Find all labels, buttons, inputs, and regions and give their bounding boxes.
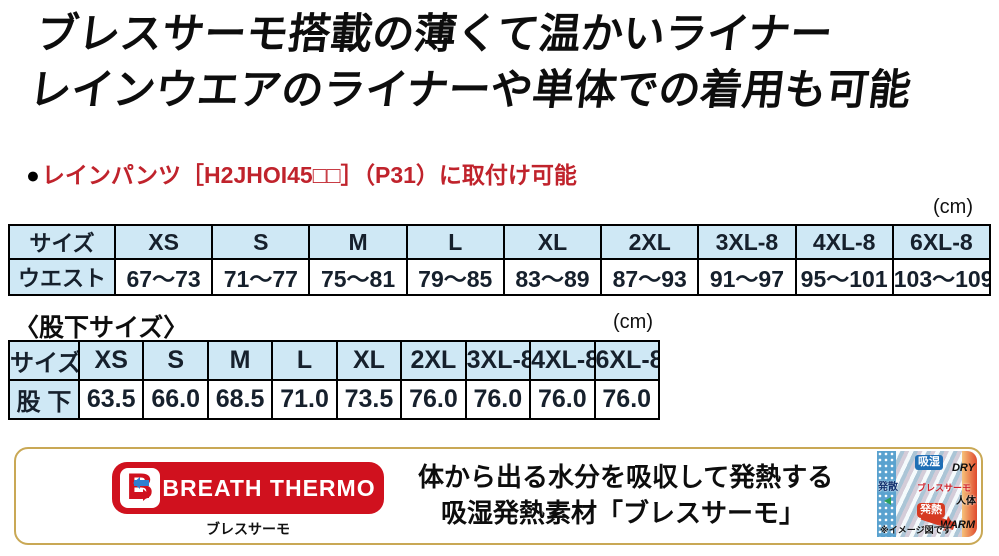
moisture-in-arrow-icon — [133, 477, 149, 489]
waist-value-s: 71〜77 — [211, 258, 311, 296]
size-col-3xl8: 3XL-8 — [697, 224, 797, 260]
inseam-col-4xl8: 4XL-8 — [529, 340, 596, 381]
diagram-label-body: 人体 — [956, 496, 976, 507]
inseam-size-table-header-row: サイズ XS S M L XL 2XL 3XL-8 4XL-8 6XL-8 — [8, 340, 660, 381]
inseam-col-3xl8: 3XL-8 — [464, 340, 532, 381]
waist-value-4xl8: 95〜101 — [794, 258, 894, 296]
waist-value-3xl8: 91〜97 — [697, 258, 797, 296]
size-col-m: M — [308, 224, 408, 260]
compatibility-note: ●レインパンツ［H2JHOI45□□］（P31）に取付け可能 — [26, 156, 577, 190]
description-line1: 体から出る水分を吸収して発熱する — [418, 462, 834, 492]
breath-thermo-description: 体から出る水分を吸収して発熱する 吸湿発熱素材「ブレスサーモ」 — [418, 459, 834, 531]
diagram-label-dry: DRY — [951, 462, 975, 474]
compatibility-note-text: レインパンツ［H2JHOI45□□］（P31）に取付け可能 — [41, 162, 577, 188]
diagram-body-layer — [962, 451, 977, 537]
breath-thermo-logo: B BREATH THERMO — [112, 462, 384, 514]
inseam-value-6xl8: 76.0 — [593, 379, 660, 420]
waist-size-table-header-row: サイズ XS S M L XL 2XL 3XL-8 4XL-8 6XL-8 — [8, 224, 992, 260]
size-col-4xl8: 4XL-8 — [794, 224, 894, 260]
unit-label-cm-waist: (cm) — [933, 196, 973, 218]
waist-values-row: ウエスト 67〜73 71〜77 75〜81 79〜85 83〜89 87〜93… — [8, 258, 992, 296]
waist-value-xl: 83〜89 — [502, 258, 603, 296]
inseam-col-6xl8: 6XL-8 — [593, 340, 660, 381]
inseam-value-2xl: 76.0 — [400, 379, 467, 420]
page-title: ブレスサーモ搭載の薄くて温かいライナー レインウエアのライナーや単体での着用も可… — [26, 6, 990, 118]
waist-value-2xl: 87〜93 — [600, 258, 700, 296]
waist-value-m: 75〜81 — [308, 258, 408, 296]
size-col-xl: XL — [502, 224, 603, 260]
diagram-outer-air-layer — [877, 451, 896, 537]
inseam-value-3xl8: 76.0 — [464, 379, 532, 420]
diagram-label-warm: WARM — [940, 519, 975, 531]
diagram-label-breath-thermo: ブレスサーモ — [917, 483, 972, 493]
waist-value-l: 79〜85 — [405, 258, 505, 296]
inseam-row-label: 股 下 — [8, 379, 80, 420]
inseam-value-4xl8: 76.0 — [529, 379, 596, 420]
size-col-s: S — [211, 224, 311, 260]
inseam-values-row: 股 下 63.5 66.0 68.5 71.0 73.5 76.0 76.0 7… — [8, 379, 660, 420]
inseam-col-2xl: 2XL — [400, 340, 467, 381]
waist-value-6xl8: 103〜109 — [891, 258, 992, 296]
inseam-col-xl: XL — [335, 340, 403, 381]
size-col-2xl: 2XL — [600, 224, 700, 260]
size-col-l: L — [405, 224, 505, 260]
inseam-section-title: 〈股下サイズ〉 — [14, 314, 189, 342]
heat-out-arrow-icon — [134, 489, 150, 501]
inseam-size-table: サイズ XS S M L XL 2XL 3XL-8 4XL-8 6XL-8 股 … — [8, 340, 660, 420]
breath-thermo-logo-subtitle: ブレスサーモ — [206, 521, 290, 537]
breath-thermo-banner: B BREATH THERMO ブレスサーモ 体から出る水分を吸収して発熱する … — [14, 447, 983, 545]
diagram-label-release: 発散 — [878, 482, 898, 493]
inseam-size-header-cell: サイズ — [8, 340, 80, 381]
inseam-col-m: M — [206, 340, 274, 381]
page-title-line1: ブレスサーモ搭載の薄くて温かいライナー — [33, 10, 836, 57]
release-arrow-icon — [880, 497, 891, 505]
inseam-col-l: L — [271, 340, 338, 381]
diagram-label-absorb: 吸湿 — [915, 455, 943, 470]
size-col-6xl8: 6XL-8 — [891, 224, 992, 260]
bullet-icon: ● — [26, 162, 40, 188]
size-header-cell: サイズ — [8, 224, 116, 260]
inseam-value-s: 66.0 — [142, 379, 209, 420]
waist-size-table: サイズ XS S M L XL 2XL 3XL-8 4XL-8 6XL-8 ウエ… — [8, 224, 992, 296]
diagram-image-note: ※イメージ図です — [880, 525, 952, 535]
inseam-value-m: 68.5 — [206, 379, 274, 420]
size-col-xs: XS — [113, 224, 214, 260]
inseam-value-l: 71.0 — [271, 379, 338, 420]
unit-label-cm-inseam: (cm) — [613, 311, 653, 333]
inseam-col-s: S — [142, 340, 209, 381]
page-title-line2: レインウエアのライナーや単体での着用も可能 — [26, 66, 914, 113]
inseam-value-xl: 73.5 — [335, 379, 403, 420]
inseam-col-xs: XS — [77, 340, 145, 381]
inseam-value-xs: 63.5 — [77, 379, 145, 420]
description-line2: 吸湿発熱素材「ブレスサーモ」 — [440, 498, 805, 528]
breath-thermo-logo-text: BREATH THERMO — [162, 474, 376, 501]
breath-thermo-diagram: 吸湿 DRY 発散 ブレスサーモ 人体 発熱 WARM ※イメージ図です — [877, 451, 977, 537]
breath-thermo-b-icon: B — [120, 466, 160, 508]
waist-value-xs: 67〜73 — [113, 258, 214, 296]
waist-row-label: ウエスト — [8, 258, 116, 296]
